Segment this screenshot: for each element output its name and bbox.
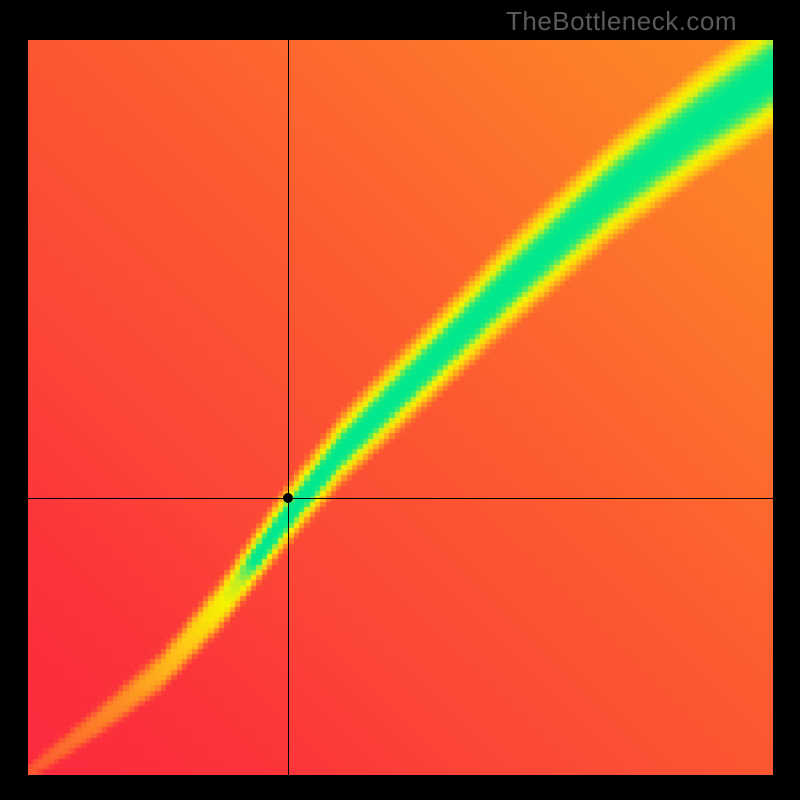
crosshair-horizontal	[28, 498, 773, 499]
watermark-text: TheBottleneck.com	[506, 6, 737, 37]
heatmap-plot	[28, 40, 773, 775]
marker-dot	[283, 493, 293, 503]
heatmap-canvas	[28, 40, 773, 775]
crosshair-vertical	[288, 40, 289, 775]
